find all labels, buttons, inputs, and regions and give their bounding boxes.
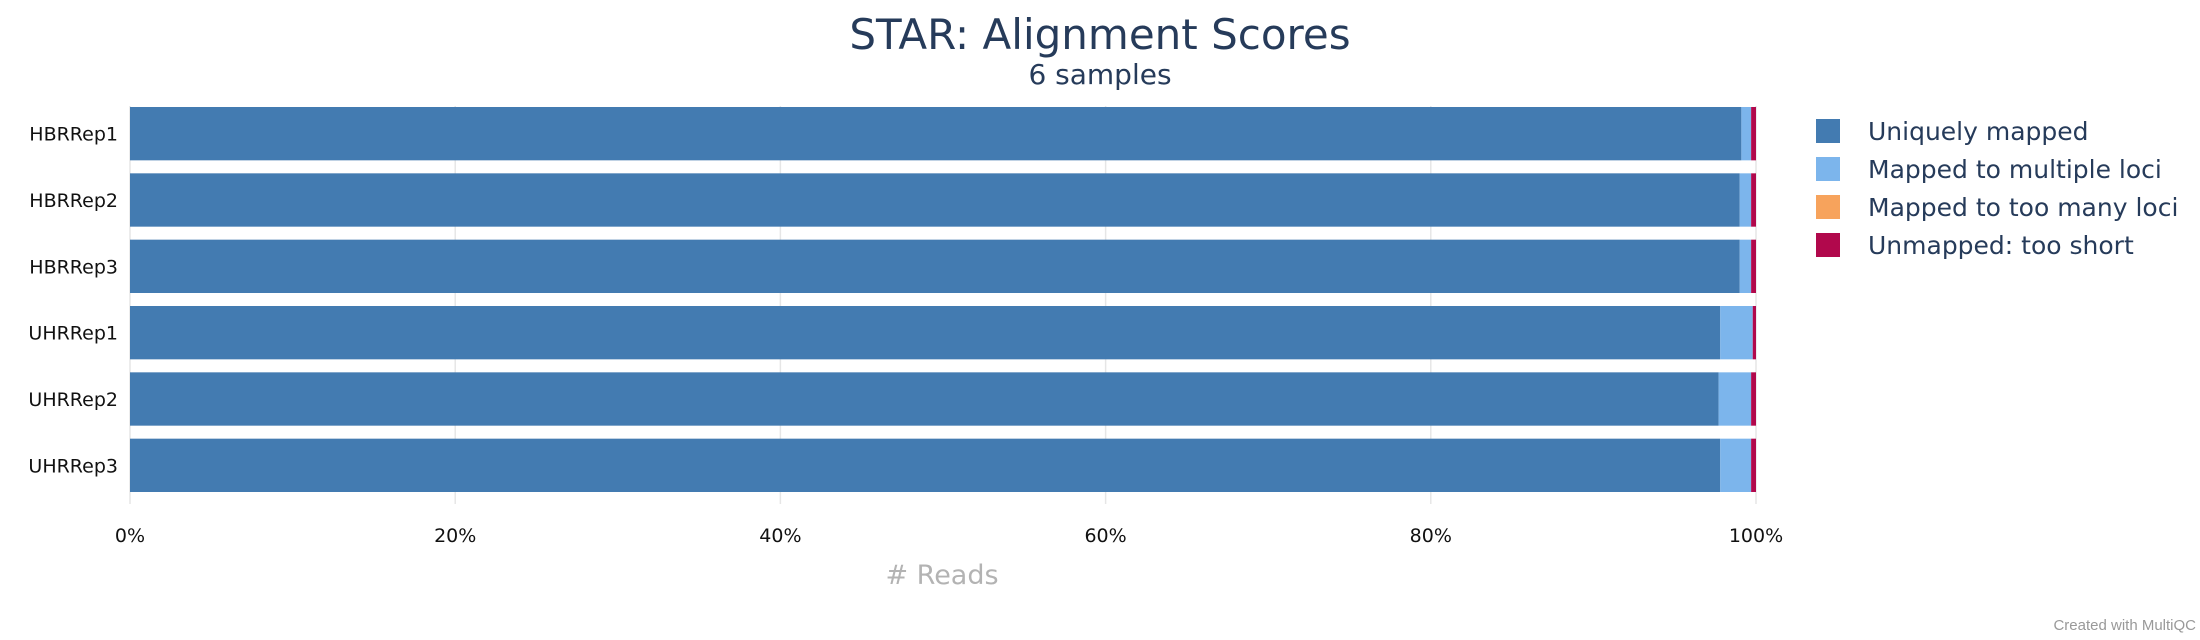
bar-segment bbox=[1751, 107, 1756, 161]
legend-item[interactable]: Mapped to too many loci bbox=[1816, 188, 2178, 226]
bar-segment bbox=[1720, 438, 1752, 492]
x-tick-label: 100% bbox=[1729, 525, 1783, 547]
legend: Uniquely mapped Mapped to multiple loci … bbox=[1816, 112, 2178, 264]
legend-item[interactable]: Uniquely mapped bbox=[1816, 112, 2178, 150]
bar-segment bbox=[130, 372, 1719, 426]
bar-segment bbox=[130, 306, 1721, 360]
y-tick-label: UHRRep2 bbox=[28, 389, 118, 411]
x-tick-label: 40% bbox=[759, 525, 801, 547]
legend-swatch bbox=[1816, 157, 1840, 181]
bar-segment bbox=[1751, 372, 1756, 426]
bar-segment bbox=[130, 107, 1742, 161]
y-tick-label: UHRRep1 bbox=[28, 323, 118, 345]
legend-swatch bbox=[1816, 119, 1840, 143]
bar-segment bbox=[1739, 239, 1752, 293]
bar-segment bbox=[1741, 107, 1752, 161]
legend-item[interactable]: Unmapped: too short bbox=[1816, 226, 2178, 264]
bar-segment bbox=[1718, 372, 1752, 426]
legend-swatch bbox=[1816, 233, 1840, 257]
legend-label: Unmapped: too short bbox=[1868, 230, 2134, 260]
bar-segment bbox=[1720, 306, 1753, 360]
chart-title: STAR: Alignment Scores bbox=[849, 10, 1351, 59]
bar-segment bbox=[1739, 173, 1752, 227]
x-tick-label: 0% bbox=[115, 525, 145, 547]
y-tick-label: UHRRep3 bbox=[28, 455, 118, 477]
y-tick-label: HBRRep1 bbox=[29, 124, 118, 146]
x-tick-label: 60% bbox=[1084, 525, 1126, 547]
chart-subtitle: 6 samples bbox=[1028, 58, 1172, 91]
bar-segment bbox=[1752, 306, 1756, 360]
legend-label: Mapped to too many loci bbox=[1868, 192, 2179, 222]
legend-label: Uniquely mapped bbox=[1868, 116, 2089, 146]
x-tick-label: 80% bbox=[1410, 525, 1452, 547]
legend-label: Mapped to multiple loci bbox=[1868, 154, 2162, 184]
y-tick-label: HBRRep3 bbox=[29, 256, 118, 278]
bar-segment bbox=[130, 173, 1740, 227]
x-tick-label: 20% bbox=[434, 525, 476, 547]
x-axis-title: # Reads bbox=[885, 560, 998, 591]
y-tick-label: HBRRep2 bbox=[29, 190, 118, 212]
bar-segment bbox=[1751, 173, 1756, 227]
multiqc-credit: Created with MultiQC bbox=[2053, 617, 2196, 634]
bar-segment bbox=[1751, 239, 1756, 293]
bar-segment bbox=[130, 239, 1740, 293]
legend-item[interactable]: Mapped to multiple loci bbox=[1816, 150, 2178, 188]
bar-segment bbox=[130, 438, 1721, 492]
legend-swatch bbox=[1816, 195, 1840, 219]
bar-segment bbox=[1751, 438, 1756, 492]
